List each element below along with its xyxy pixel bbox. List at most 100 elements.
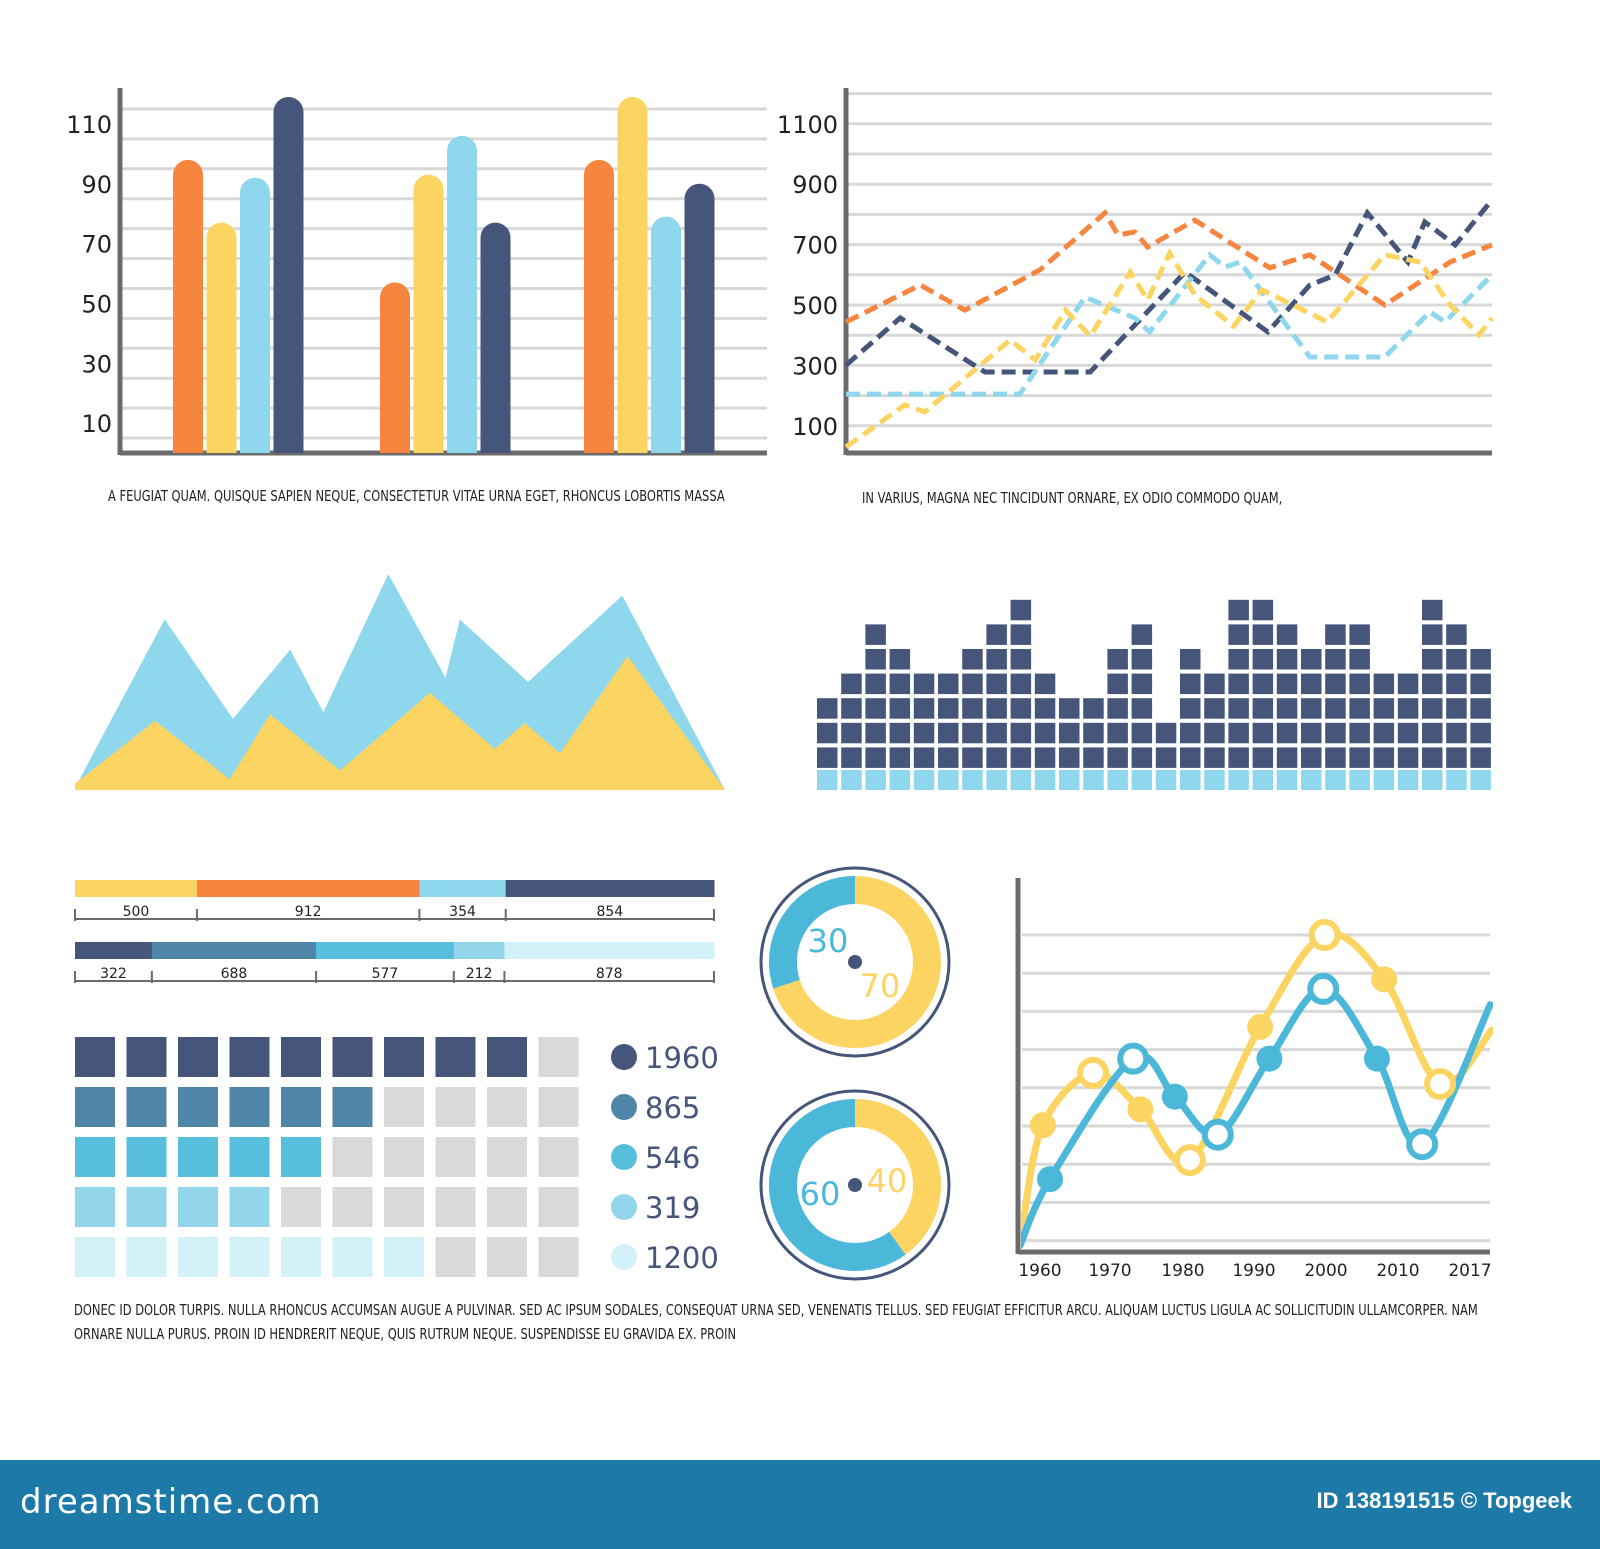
base-block	[841, 770, 862, 790]
waffle-cell-empty	[435, 1087, 476, 1127]
waffle-cell-empty	[435, 1137, 476, 1177]
dreamstime-logo[interactable]: dreamstime.com	[20, 1482, 322, 1522]
base-block	[1034, 770, 1056, 790]
column-block	[865, 649, 886, 670]
column-block	[1252, 722, 1274, 744]
donut-label: 40	[867, 1162, 908, 1200]
column-block	[1107, 698, 1128, 719]
bar-base	[173, 437, 203, 453]
column-block	[1470, 673, 1491, 695]
smooth-line-group	[1021, 930, 1493, 1249]
column-block	[1446, 747, 1467, 768]
bar-light-blue	[651, 216, 681, 453]
waffle-cell-empty	[538, 1037, 579, 1077]
column-block	[1010, 599, 1032, 621]
marker-filled	[1037, 1166, 1064, 1193]
column-block	[986, 698, 1007, 719]
waffle-cell-filled	[178, 1137, 218, 1177]
y-tick-label: 50	[81, 290, 112, 318]
waffle-cell-filled	[126, 1187, 167, 1227]
donut-label: 60	[800, 1175, 841, 1213]
bar-segment	[419, 880, 507, 897]
y-tick-label: 900	[792, 171, 838, 199]
column-block	[1276, 747, 1298, 768]
bar-base	[617, 437, 648, 453]
column-block	[1252, 649, 1274, 670]
segment-label: 354	[449, 904, 476, 920]
bar-orange	[584, 159, 614, 454]
y-tick-label: 1100	[777, 111, 838, 139]
bar-yellow	[413, 174, 444, 453]
column-block	[1131, 624, 1153, 645]
waffle-cell-filled	[229, 1037, 270, 1077]
marker-hollow	[1173, 1144, 1206, 1177]
column-block	[1034, 722, 1056, 744]
column-block	[1228, 747, 1249, 768]
column-block	[1010, 649, 1032, 670]
waffle-cell-empty	[487, 1237, 527, 1277]
legend-dot	[611, 1094, 637, 1120]
column-block	[1107, 649, 1128, 670]
column-block	[1252, 747, 1274, 768]
waffle-cell-filled	[435, 1037, 476, 1077]
column-block	[913, 722, 935, 744]
column-block	[1107, 673, 1128, 695]
bar-segment	[75, 880, 198, 897]
column-block	[1131, 649, 1153, 670]
column-block	[865, 747, 886, 768]
bar-base	[206, 437, 237, 453]
waffle-cell-filled	[384, 1237, 424, 1277]
column-block	[1228, 673, 1249, 695]
column-block	[1083, 722, 1104, 744]
legend-label: 546	[645, 1141, 700, 1175]
donut-label: 70	[860, 967, 901, 1005]
waffle-cell-empty	[435, 1237, 476, 1277]
column-block	[889, 698, 911, 719]
segment-label: 322	[100, 966, 127, 982]
marker-hollow	[1077, 1056, 1110, 1089]
column-block	[1180, 722, 1201, 744]
column-block	[841, 673, 862, 695]
column-block	[962, 649, 983, 670]
column-block	[1010, 698, 1032, 719]
column-block	[1446, 722, 1467, 744]
bar-yellow	[617, 96, 648, 453]
x-tick-label: 1970	[1088, 1261, 1131, 1281]
marker-filled	[1161, 1083, 1188, 1110]
column-block	[1180, 673, 1201, 695]
legend-label: 865	[645, 1091, 700, 1125]
column-block	[1422, 599, 1443, 621]
column-block	[1131, 698, 1153, 719]
column-block	[1083, 698, 1104, 719]
column-block	[1204, 747, 1225, 768]
column-block	[1373, 722, 1395, 744]
column-block	[1422, 747, 1443, 768]
column-block	[841, 722, 862, 744]
column-block	[889, 673, 911, 695]
column-block	[986, 747, 1007, 768]
column-block	[817, 747, 838, 768]
waffle-cell-filled	[229, 1237, 270, 1277]
marker-hollow	[1406, 1128, 1439, 1161]
waffle-cell-filled	[126, 1237, 167, 1277]
waffle-cell-filled	[281, 1087, 321, 1127]
waffle-cell-empty	[487, 1187, 527, 1227]
column-block	[1470, 722, 1491, 744]
marker-hollow	[1424, 1067, 1457, 1100]
bar-segment	[505, 880, 715, 897]
bottom-paragraph: DONEC ID DOLOR TURPIS. NULLA RHONCUS ACC…	[74, 1301, 1478, 1343]
x-tick-label: 1980	[1161, 1261, 1204, 1281]
line-series-yellow	[1021, 930, 1493, 1234]
bar-segment	[504, 942, 715, 959]
column-block	[1470, 649, 1491, 670]
column-block	[1349, 747, 1370, 768]
column-block	[1397, 673, 1419, 695]
column-block	[1446, 624, 1467, 645]
segment-label: 577	[372, 966, 399, 982]
column-block	[913, 673, 935, 695]
column-block	[1034, 673, 1056, 695]
base-block	[1107, 770, 1128, 790]
column-block	[938, 722, 959, 744]
marker-hollow	[1308, 919, 1341, 951]
column-block	[1373, 698, 1395, 719]
